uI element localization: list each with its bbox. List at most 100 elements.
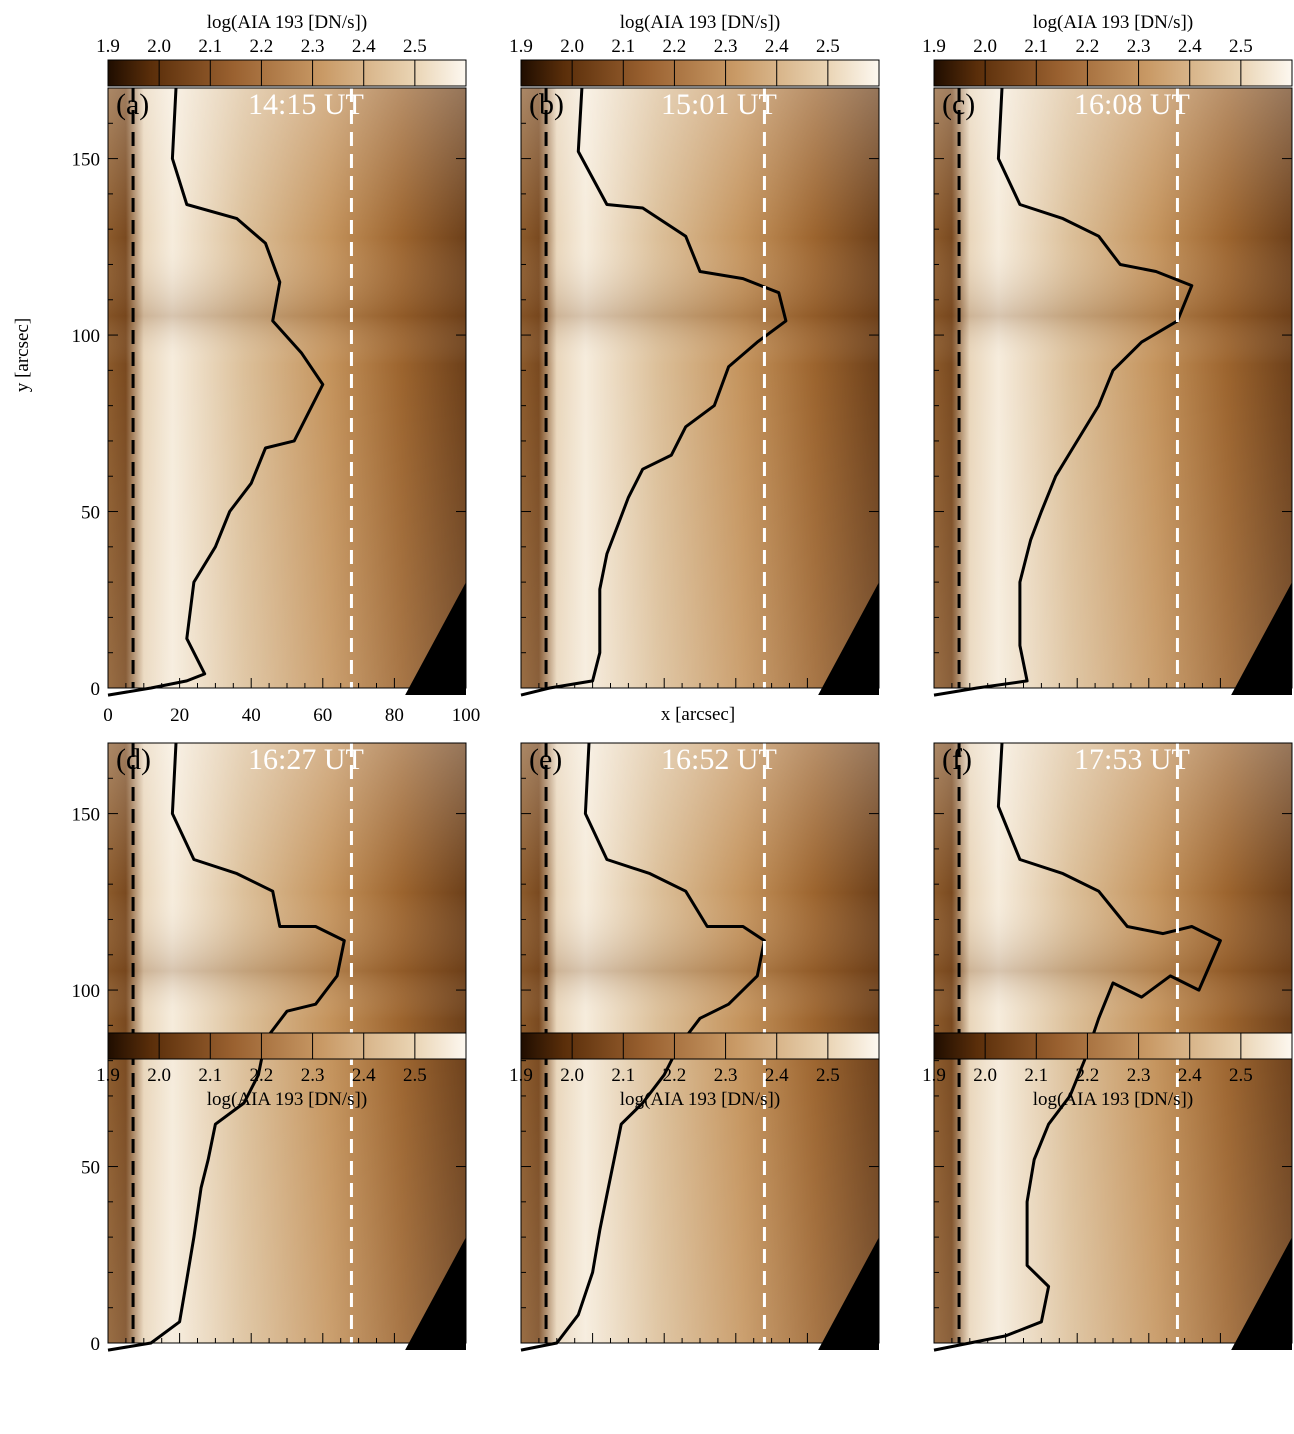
colorbar-tick-label: 2.5 xyxy=(816,1065,840,1086)
colorbar-tick-label: 2.4 xyxy=(765,36,789,57)
colorbar: 1.9 2.0 2.1 2.2 2.3 2.4 2.5 log(AIA 193 [DN/s]) xyxy=(96,1032,467,1110)
panel-time: 17:53 UT xyxy=(1074,743,1190,776)
colorbar-tick-label: 2.3 xyxy=(1127,36,1151,57)
colorbar-tick-label: 2.3 xyxy=(301,1065,325,1086)
colorbar-tick-label: 2.0 xyxy=(147,36,171,57)
panel-time: 14:15 UT xyxy=(248,88,364,121)
intensity-contour xyxy=(107,87,325,697)
colorbar-tick-label: 2.0 xyxy=(973,1065,997,1086)
panel-time: 16:27 UT xyxy=(248,743,364,776)
colorbar-strip xyxy=(933,59,1293,87)
colorbar-tick-label: 2.4 xyxy=(765,1065,789,1086)
colorbar-tick-label: 2.0 xyxy=(560,36,584,57)
panel-d: 0 50 100 150 (d) 16:27 UT 1.9 2.0 2.1 2.2 2.3 2.4 2.… xyxy=(72,742,467,1355)
colorbar-tick-label: 2.0 xyxy=(560,1065,584,1086)
panel-b: (b) 15:01 UT 1.9 2.0 2.1 2.2 2.3 2.4 2.5 log(AIA … xyxy=(509,12,880,697)
colorbar-strip xyxy=(520,59,880,87)
aia-image-shading xyxy=(521,88,879,688)
colorbar-tick-label: 2.5 xyxy=(1229,1065,1253,1086)
x-tick-label: 20 xyxy=(170,705,189,726)
colorbar-label: log(AIA 193 [DN/s]) xyxy=(620,12,780,33)
x-tick-label: 40 xyxy=(242,705,261,726)
colorbar-tick-label: 2.1 xyxy=(198,1065,222,1086)
y-tick-label: 150 xyxy=(72,805,101,826)
x-tick-label: 100 xyxy=(452,705,481,726)
off-disk-corner xyxy=(405,1237,466,1351)
colorbar-label: log(AIA 193 [DN/s]) xyxy=(207,12,367,33)
colorbar-tick-label: 2.3 xyxy=(714,36,738,57)
colorbar-label: log(AIA 193 [DN/s]) xyxy=(1033,1089,1193,1110)
colorbar-tick-label: 2.2 xyxy=(1076,1065,1100,1086)
colorbar-tick-label: 2.1 xyxy=(611,36,635,57)
panels-layer: 0 50 100 150 0 20 40 60 80 100 (a) 14:15 UT 1.9 2.0 2.… xyxy=(72,12,1293,1355)
panel-e: (e) 16:52 UT 1.9 2.0 2.1 2.2 2.3 2.4 2.5 log(AIA … xyxy=(509,742,880,1352)
x-tick-label: 0 xyxy=(103,705,113,726)
colorbar-strip xyxy=(520,1032,880,1060)
colorbar-strip xyxy=(107,1032,467,1060)
colorbar-tick-label: 2.2 xyxy=(1076,36,1100,57)
panel-time: 16:08 UT xyxy=(1074,88,1190,121)
panel-label: (c) xyxy=(942,88,975,121)
colorbar-tick-label: 2.5 xyxy=(403,36,427,57)
colorbar-strip xyxy=(933,1032,1293,1060)
colorbar: 1.9 2.0 2.1 2.2 2.3 2.4 2.5 log(AIA 193 [DN/s]) xyxy=(96,12,467,87)
panel-a: 0 50 100 150 0 20 40 60 80 100 (a) 14:15 UT 1.9 2.0 2.… xyxy=(72,12,481,726)
colorbar-tick-label: 2.2 xyxy=(250,36,274,57)
colorbar-tick-label: 2.2 xyxy=(663,36,687,57)
colorbar: 1.9 2.0 2.1 2.2 2.3 2.4 2.5 log(AIA 193 [DN/s]) xyxy=(922,1032,1293,1110)
off-disk-corner xyxy=(818,1237,879,1351)
colorbar-tick-label: 2.3 xyxy=(714,1065,738,1086)
panel-label: (a) xyxy=(116,88,149,121)
panel-time: 15:01 UT xyxy=(661,88,777,121)
off-disk-corner xyxy=(1231,582,1292,696)
colorbar-tick-label: 2.2 xyxy=(250,1065,274,1086)
panel-label: (d) xyxy=(116,743,151,776)
colorbar-tick-label: 2.0 xyxy=(973,36,997,57)
intensity-contour xyxy=(520,742,766,1352)
colorbar-tick-label: 2.0 xyxy=(147,1065,171,1086)
colorbar-tick-label: 2.1 xyxy=(611,1065,635,1086)
y-axis-label: y [arcsec] xyxy=(12,318,33,392)
y-tick-label: 150 xyxy=(72,150,101,171)
off-disk-corner xyxy=(1231,1237,1292,1351)
colorbar-strip xyxy=(107,59,467,87)
intensity-contour xyxy=(933,742,1222,1352)
colorbar-tick-label: 2.5 xyxy=(816,36,840,57)
colorbar-tick-label: 2.2 xyxy=(663,1065,687,1086)
panel-label: (f) xyxy=(942,743,972,776)
colorbar-label: log(AIA 193 [DN/s]) xyxy=(1033,12,1193,33)
panel-f: (f) 17:53 UT 1.9 2.0 2.1 2.2 2.3 2.4 2.5 log(AIA … xyxy=(922,742,1293,1352)
intensity-contour xyxy=(933,87,1194,697)
colorbar-tick-label: 2.4 xyxy=(352,1065,376,1086)
intensity-contour xyxy=(107,742,346,1352)
y-tick-label: 50 xyxy=(81,503,100,524)
x-tick-label: 80 xyxy=(385,705,404,726)
aia-image-shading xyxy=(108,88,466,688)
colorbar-tick-label: 2.5 xyxy=(403,1065,427,1086)
y-tick-label: 0 xyxy=(91,1334,101,1355)
panel-label: (b) xyxy=(529,88,564,121)
colorbar-tick-label: 2.4 xyxy=(352,36,376,57)
aia-image-shading xyxy=(934,88,1292,688)
y-tick-label: 100 xyxy=(72,326,101,347)
colorbar-tick-label: 2.1 xyxy=(198,36,222,57)
y-tick-label: 50 xyxy=(81,1158,100,1179)
y-tick-label: 0 xyxy=(91,679,101,700)
colorbar-tick-label: 2.5 xyxy=(1229,36,1253,57)
colorbar-tick-label: 2.1 xyxy=(1024,1065,1048,1086)
colorbar-tick-label: 1.9 xyxy=(922,36,946,57)
panel-c: (c) 16:08 UT 1.9 2.0 2.1 2.2 2.3 2.4 2.5 log(AIA … xyxy=(922,12,1293,697)
colorbar: 1.9 2.0 2.1 2.2 2.3 2.4 2.5 log(AIA 193 [DN/s]) xyxy=(509,12,880,87)
colorbar-tick-label: 1.9 xyxy=(509,1065,533,1086)
colorbar-tick-label: 1.9 xyxy=(96,1065,120,1086)
panel-label: (e) xyxy=(529,743,562,776)
x-tick-label: 60 xyxy=(313,705,332,726)
colorbar-tick-label: 2.4 xyxy=(1178,36,1202,57)
colorbar-tick-label: 1.9 xyxy=(922,1065,946,1086)
colorbar-tick-label: 2.3 xyxy=(1127,1065,1151,1086)
colorbar-label: log(AIA 193 [DN/s]) xyxy=(207,1089,367,1110)
colorbar-tick-label: 2.4 xyxy=(1178,1065,1202,1086)
panel-time: 16:52 UT xyxy=(661,743,777,776)
colorbar-label: log(AIA 193 [DN/s]) xyxy=(620,1089,780,1110)
